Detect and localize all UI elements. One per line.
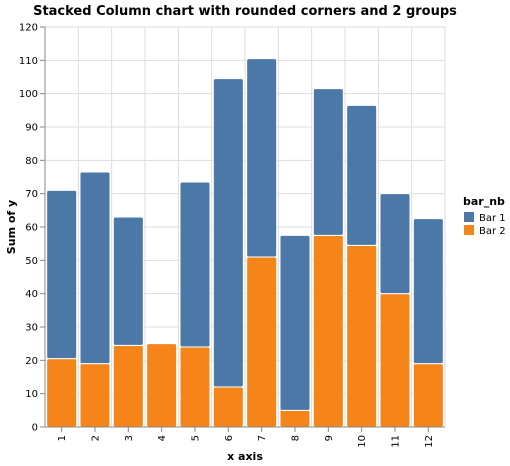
legend-label-bar-1: Bar 1 — [479, 213, 506, 224]
y-tick-label: 0 — [32, 423, 38, 434]
bar-bar-2-8 — [279, 409, 311, 428]
legend-swatch-bar-2 — [464, 225, 474, 235]
x-tick-label: 8 — [291, 435, 302, 441]
bar-bar-2-7 — [246, 256, 278, 428]
bar-bar-2-6 — [212, 386, 244, 428]
y-tick-label: 70 — [25, 189, 38, 200]
bar-bar-2-12 — [412, 363, 444, 428]
bar-bar-1-12 — [412, 218, 444, 365]
y-tick-label: 20 — [25, 356, 38, 367]
y-tick-label: 120 — [19, 23, 38, 34]
bar-bar-1-2 — [79, 171, 111, 365]
bar-bar-1-10 — [346, 104, 378, 246]
y-tick-label: 60 — [25, 223, 38, 234]
bar-bar-1-8 — [279, 234, 311, 411]
legend-title: bar_nb — [463, 195, 505, 208]
y-axis-title: Sum of y — [5, 200, 18, 254]
x-tick-label: 9 — [324, 435, 335, 441]
x-tick-label: 1 — [57, 435, 68, 441]
bar-bar-1-3 — [112, 216, 144, 346]
bar-bar-1-1 — [46, 189, 78, 360]
x-tick-label: 6 — [224, 435, 235, 441]
x-tick-label: 12 — [424, 435, 435, 448]
y-tick-label: 90 — [25, 123, 38, 134]
bar-bar-2-2 — [79, 363, 111, 428]
y-tick-label: 110 — [19, 56, 38, 67]
chart-title: Stacked Column chart with rounded corner… — [33, 4, 457, 19]
y-tick-label: 80 — [25, 156, 38, 167]
x-tick-label: 11 — [391, 435, 402, 448]
legend: bar_nb Bar 1 Bar 2 — [463, 195, 506, 237]
bar-bar-1-5 — [179, 181, 211, 348]
legend-swatch-bar-1 — [464, 212, 474, 222]
bar-bar-2-10 — [346, 244, 378, 428]
bar-bar-2-4 — [146, 343, 178, 428]
bars — [46, 58, 444, 428]
y-tick-label: 30 — [25, 323, 38, 334]
bar-bar-2-3 — [112, 344, 144, 428]
bar-bar-1-11 — [379, 193, 411, 295]
x-tick-label: 2 — [91, 435, 102, 441]
bar-bar-2-9 — [312, 234, 344, 428]
x-tick-label: 5 — [191, 435, 202, 441]
bar-bar-2-5 — [179, 346, 211, 428]
bar-bar-2-1 — [46, 358, 78, 428]
x-tick-label: 4 — [157, 435, 168, 441]
bar-bar-1-7 — [246, 58, 278, 258]
y-tick-label: 100 — [19, 89, 38, 100]
x-tick-label: 3 — [124, 435, 135, 441]
bar-bar-1-9 — [312, 88, 344, 236]
y-tick-label: 40 — [25, 289, 38, 300]
y-tick-label: 10 — [25, 389, 38, 400]
legend-label-bar-2: Bar 2 — [479, 226, 506, 237]
x-tick-label: 10 — [357, 435, 368, 448]
bar-bar-1-6 — [212, 78, 244, 388]
bar-bar-2-11 — [379, 293, 411, 428]
y-tick-label: 50 — [25, 256, 38, 267]
x-tick-label: 7 — [257, 435, 268, 441]
x-axis-title: x axis — [227, 450, 263, 463]
